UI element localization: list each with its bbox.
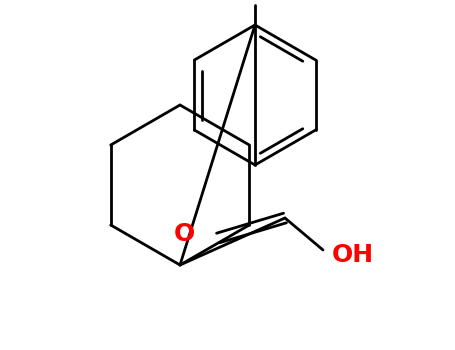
Text: OH: OH <box>332 243 374 267</box>
Text: O: O <box>173 222 195 246</box>
